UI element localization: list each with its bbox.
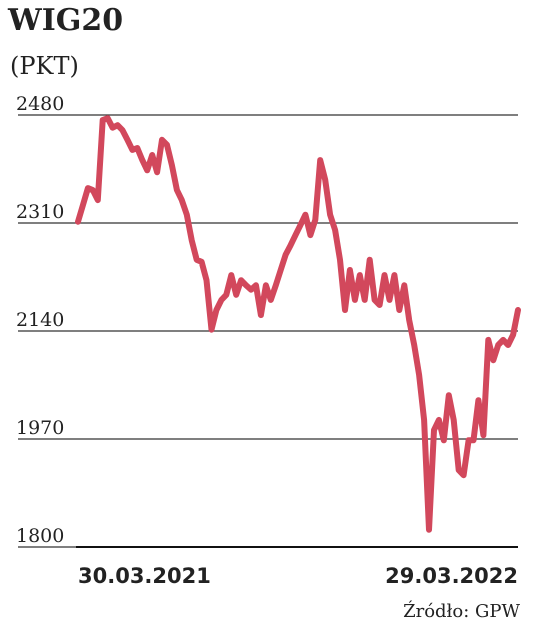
chart-title: WIG20 <box>7 3 123 38</box>
y-tick-label: 2480 <box>16 93 64 115</box>
source: Źródło: GPW <box>403 599 520 622</box>
y-tick-label: 2310 <box>16 201 64 223</box>
x-tick-label: 30.03.2021 <box>78 564 211 588</box>
y-tick-label: 2140 <box>16 309 64 331</box>
data-line <box>75 115 521 533</box>
y-tick-label: 1800 <box>16 525 64 547</box>
chart-subtitle: (PKT) <box>10 52 79 80</box>
x-tick-label: 29.03.2022 <box>385 564 518 588</box>
y-tick-label: 1970 <box>16 417 64 439</box>
